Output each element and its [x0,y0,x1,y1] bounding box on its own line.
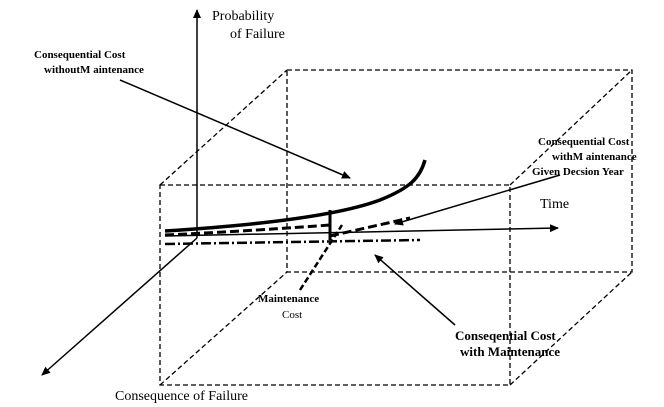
label: Given Decsion Year [532,166,624,178]
label: Conseqential Cost [455,328,556,343]
label: Consequential Cost [538,136,630,148]
label: withoutM aintenance [44,64,144,76]
label: withM aintenance [552,151,637,163]
box [159,69,633,386]
label: of Failure [230,27,285,42]
callouts [119,79,561,326]
label: Probability [212,9,274,24]
label: Time [540,197,569,212]
label: Maintenance [258,293,319,305]
label: Cost [282,309,302,321]
label: Consequence of Failure [115,389,248,404]
label: with Maintenance [460,344,560,359]
label: Consequential Cost [34,49,126,61]
axes [41,9,559,376]
curves [164,159,427,246]
